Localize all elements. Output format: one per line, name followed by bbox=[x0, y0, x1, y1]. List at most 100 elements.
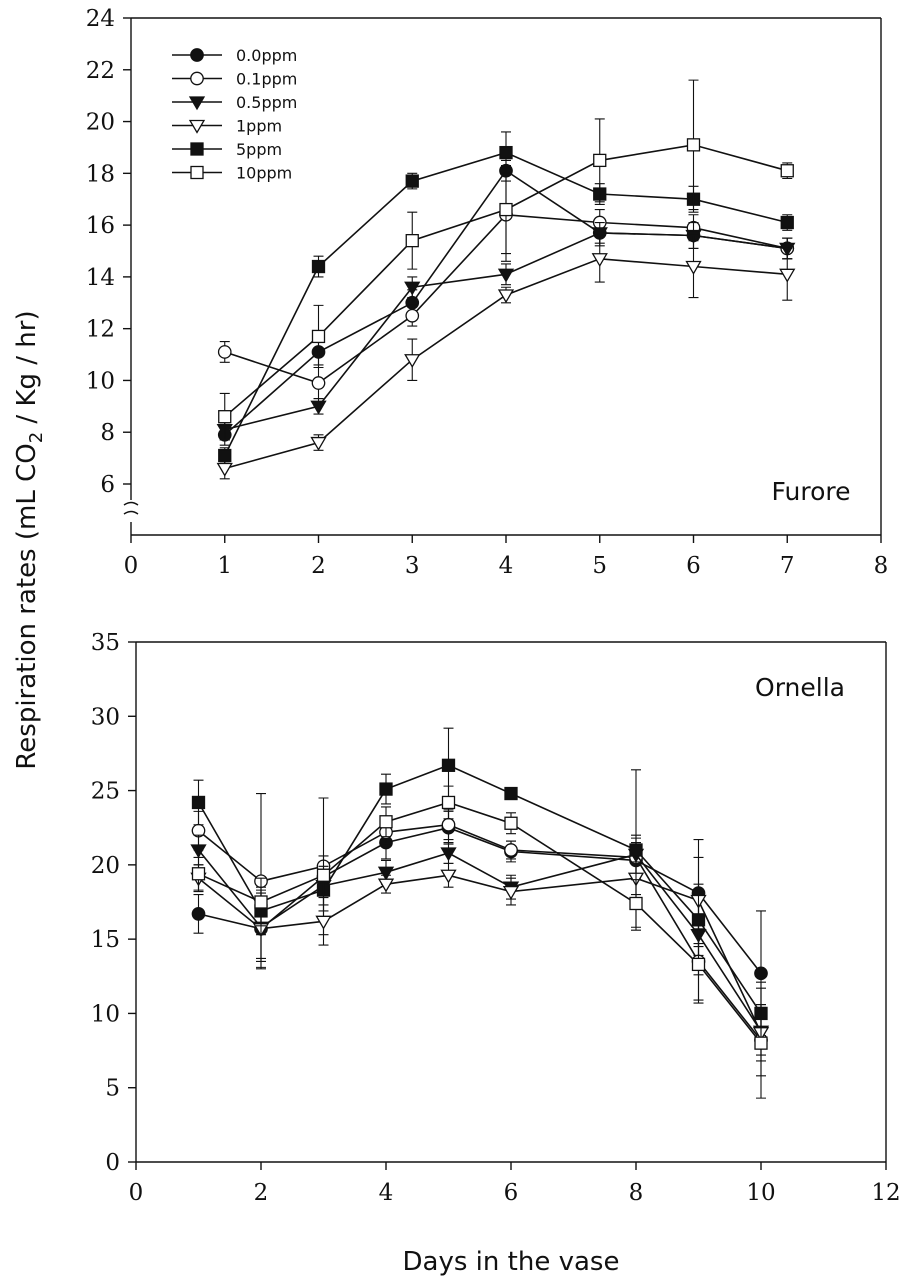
ornella-data-point-0-1ppm bbox=[504, 843, 518, 857]
furore-data-point-5ppm bbox=[218, 448, 232, 463]
legend-item-5ppm: 5ppm bbox=[172, 140, 282, 159]
furore-y-tick-label: 8 bbox=[100, 420, 115, 446]
legend-item-0-0ppm: 0.0ppm bbox=[172, 46, 297, 65]
furore-data-point-5ppm bbox=[311, 259, 326, 274]
ornella-y-tick-label: 5 bbox=[105, 1076, 120, 1102]
furore-y-tick-label: 10 bbox=[86, 368, 115, 394]
ornella-data-point-5ppm bbox=[691, 913, 706, 927]
ornella-data-point-1ppm bbox=[502, 885, 520, 900]
furore-x-tick-label: 1 bbox=[217, 553, 232, 579]
furore-y-tick-label: 14 bbox=[86, 265, 115, 291]
ornella-series-line-0-0ppm bbox=[198, 826, 762, 974]
furore-data-point-1ppm bbox=[216, 462, 233, 477]
ornella-data-point-5ppm bbox=[504, 786, 518, 801]
legend: 0.0ppm 0.1ppm 0.5ppm 1ppm 5ppm 10ppm bbox=[172, 46, 297, 183]
furore-y-tick-label: 16 bbox=[86, 213, 115, 239]
ornella-series-0-5ppm bbox=[190, 834, 770, 1056]
ornella-series-5ppm bbox=[191, 727, 768, 1046]
ornella-x-tick-label: 12 bbox=[871, 1180, 900, 1206]
ornella-series-0-1ppm bbox=[191, 792, 768, 1077]
ornella-data-point-5ppm bbox=[629, 843, 643, 857]
furore-x-tick-label: 4 bbox=[499, 553, 514, 579]
furore-y-tick-label: 6 bbox=[100, 472, 115, 498]
legend-marker bbox=[188, 119, 206, 134]
legend-marker bbox=[188, 96, 206, 111]
furore-x-tick-label: 8 bbox=[874, 553, 889, 579]
legend-marker bbox=[190, 165, 204, 180]
ornella-y-tick-label: 15 bbox=[91, 927, 120, 953]
furore-data-point-10ppm bbox=[218, 410, 232, 424]
furore-data-point-0-5ppm bbox=[310, 400, 327, 415]
furore-x-tick-label: 5 bbox=[592, 553, 607, 579]
legend-marker bbox=[190, 142, 204, 156]
furore-data-point-0-5ppm bbox=[591, 227, 608, 242]
ornella-y-tick-label: 20 bbox=[91, 853, 120, 879]
furore-data-point-1ppm bbox=[497, 289, 515, 304]
furore-data-point-5ppm bbox=[405, 174, 419, 188]
legend-marker bbox=[190, 71, 204, 86]
ornella-x-tick-label: 4 bbox=[379, 1180, 394, 1206]
ornella-data-point-5ppm bbox=[379, 782, 393, 796]
y-axis-break-icon bbox=[123, 501, 139, 515]
ornella-y-tick-label: 30 bbox=[91, 704, 120, 730]
ornella-y-tick-label: 25 bbox=[91, 779, 120, 805]
legend-label: 1ppm bbox=[236, 117, 282, 136]
ornella-series-line-1ppm bbox=[197, 874, 762, 1034]
ornella-x-tick-label: 8 bbox=[629, 1180, 644, 1206]
furore-data-point-10ppm bbox=[593, 153, 607, 168]
legend-item-0-5ppm: 0.5ppm bbox=[172, 93, 297, 112]
furore-data-point-1ppm bbox=[685, 260, 702, 275]
ornella-data-point-0-0ppm bbox=[754, 966, 768, 981]
ornella-x-tick-label: 10 bbox=[746, 1180, 775, 1206]
furore-y-tick-label: 18 bbox=[86, 161, 115, 187]
y-axis-title-rest: / Kg / hr) bbox=[12, 310, 42, 431]
ornella-series-1ppm bbox=[190, 856, 770, 1062]
legend-label: 0.5ppm bbox=[236, 93, 297, 112]
furore-series-10ppm bbox=[218, 79, 794, 441]
ornella-data-point-10ppm bbox=[754, 1036, 768, 1050]
furore-x-tick-label: 6 bbox=[686, 553, 701, 579]
ornella-y-tick-label: 35 bbox=[91, 630, 120, 656]
furore-panel-label: Furore bbox=[772, 477, 851, 506]
ornella-series-0-0ppm bbox=[191, 810, 768, 1037]
ornella-y-tick-label: 0 bbox=[105, 1150, 120, 1176]
furore-data-point-1ppm bbox=[310, 436, 327, 451]
furore-series-line-0-5ppm bbox=[224, 232, 788, 431]
y-axis-title-subscript: 2 bbox=[26, 432, 47, 443]
ornella-panel-label: Ornella bbox=[755, 673, 845, 702]
furore-data-point-5ppm bbox=[780, 215, 794, 230]
ornella-data-point-1ppm bbox=[377, 878, 395, 893]
furore-series-group bbox=[216, 79, 796, 480]
ornella-data-point-0-1ppm bbox=[441, 817, 456, 832]
ornella-data-point-10ppm bbox=[629, 896, 643, 911]
furore-y-tick-label: 12 bbox=[86, 317, 115, 343]
furore-data-point-0-5ppm bbox=[404, 281, 421, 296]
legend-label: 5ppm bbox=[236, 140, 282, 159]
furore-x-tick-label: 2 bbox=[311, 553, 326, 579]
y-axis-title: Respiration rates (mL CO2 / Kg / hr) bbox=[12, 310, 47, 769]
ornella-data-point-10ppm bbox=[191, 867, 206, 881]
furore-x-tick-label: 7 bbox=[780, 553, 795, 579]
ornella-series-line-0-1ppm bbox=[197, 823, 762, 1041]
ornella-x-tick-label: 6 bbox=[504, 1180, 519, 1206]
ornella-data-point-0-5ppm bbox=[440, 847, 457, 862]
legend-label: 0.0ppm bbox=[236, 46, 297, 65]
furore-data-point-10ppm bbox=[499, 202, 513, 217]
legend-label: 0.1ppm bbox=[236, 70, 297, 89]
ornella-y-ticks: 0 5 10 15 20 25 30 35 bbox=[91, 630, 136, 1176]
legend-marker bbox=[190, 48, 204, 62]
furore-x-tick-label: 0 bbox=[124, 553, 139, 579]
legend-item-0-1ppm: 0.1ppm bbox=[172, 70, 297, 89]
ornella-data-point-5ppm bbox=[191, 795, 206, 810]
furore-data-point-10ppm bbox=[686, 138, 701, 152]
ornella-data-point-1ppm bbox=[315, 915, 332, 930]
ornella-data-point-10ppm bbox=[504, 816, 518, 830]
furore-y-tick-label: 22 bbox=[86, 58, 115, 84]
ornella-x-ticks: 0 2 4 6 8 10 12 bbox=[129, 1162, 901, 1206]
furore-data-point-0-1ppm bbox=[405, 308, 420, 323]
ornella-x-tick-label: 0 bbox=[129, 1180, 144, 1206]
furore-data-point-0-1ppm bbox=[311, 376, 326, 390]
furore-data-point-0-1ppm bbox=[217, 345, 232, 359]
y-axis-title-main: Respiration rates (mL CO bbox=[12, 443, 42, 769]
